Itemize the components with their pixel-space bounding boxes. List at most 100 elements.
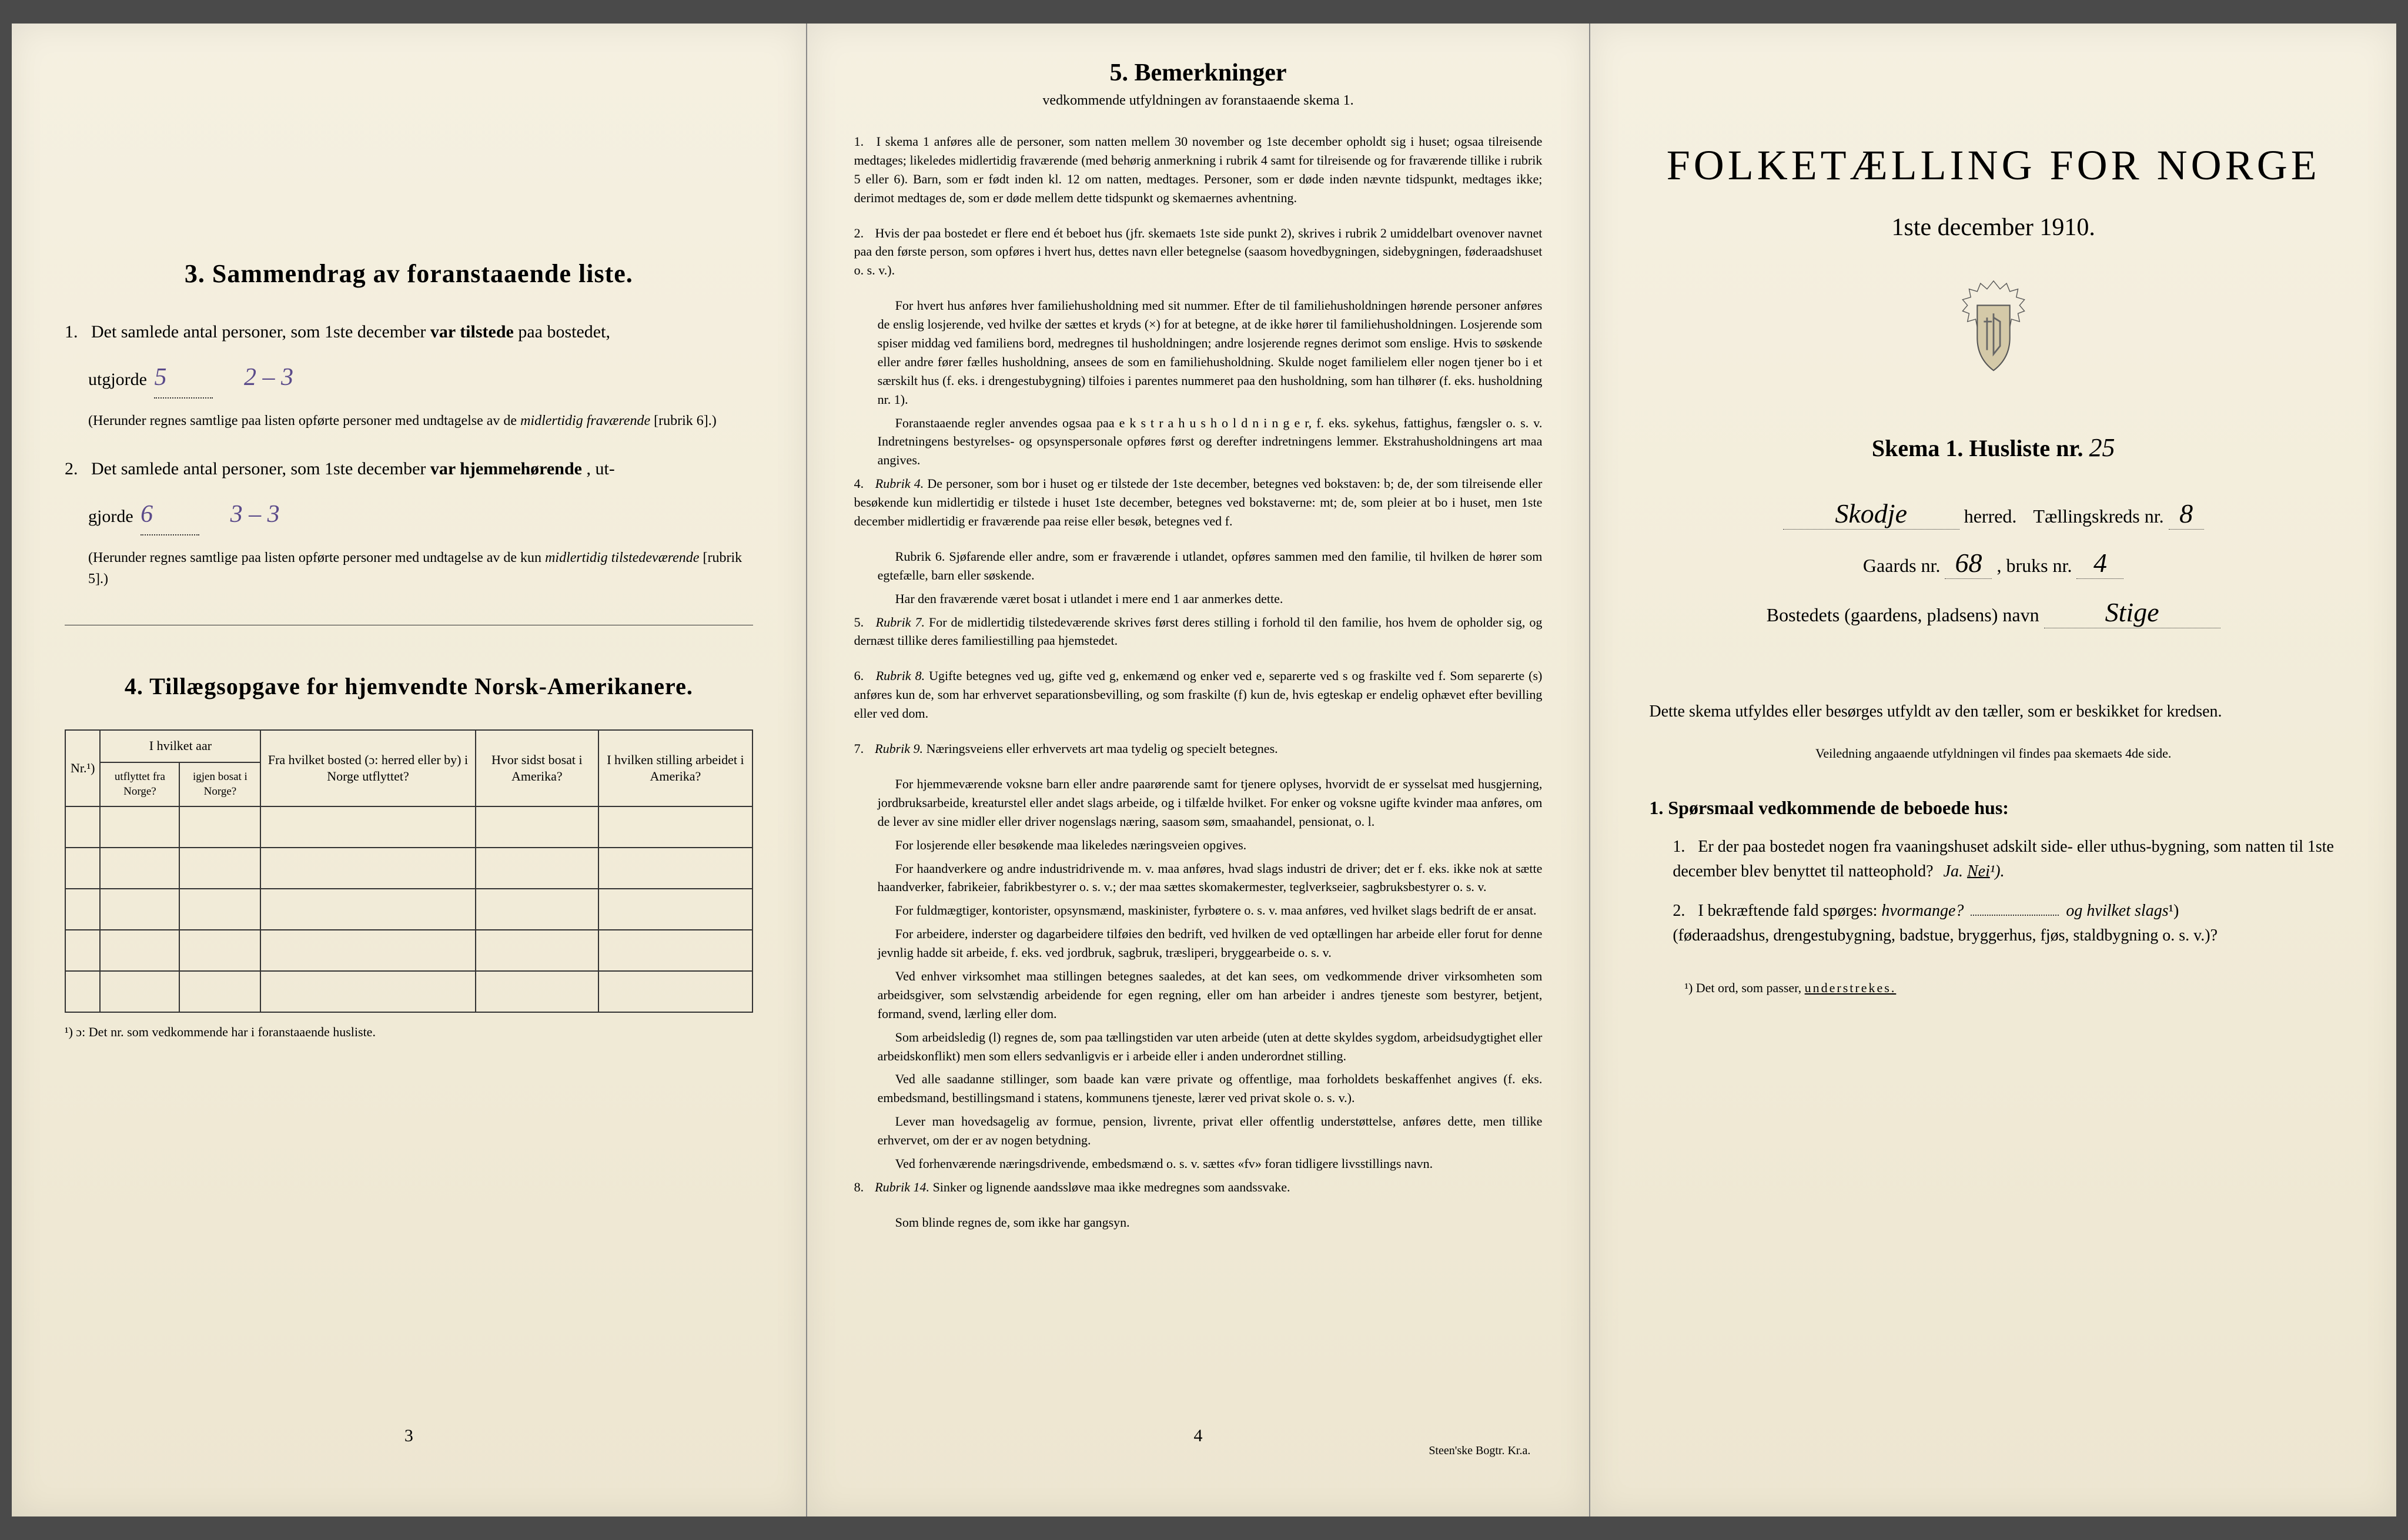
remark-paragraph: Ved alle saadanne stillinger, som baade … bbox=[878, 1070, 1543, 1107]
q1-note-it: midlertidig fraværende bbox=[520, 413, 650, 428]
th-utflyttet: utflyttet fra Norge? bbox=[100, 762, 179, 806]
skema-nr: 25 bbox=[2089, 433, 2115, 462]
remark-item: 5. Rubrik 7. For de midlertidig tilstede… bbox=[854, 613, 1543, 651]
q2-emphasis: var hjemmehørende bbox=[430, 459, 582, 478]
herred-value: Skodje bbox=[1783, 498, 1959, 530]
section-4: 4. Tillægsopgave for hjemvendte Norsk-Am… bbox=[65, 672, 753, 1040]
q2-text: I bekræftende fald spørges: bbox=[1698, 902, 1881, 920]
table-row bbox=[65, 930, 752, 971]
th-stilling: I hvilken stilling arbeidet i Amerika? bbox=[598, 730, 752, 806]
th-nr: Nr.¹) bbox=[65, 730, 100, 806]
remark-paragraph: For hvert hus anføres hver familiehushol… bbox=[878, 296, 1543, 409]
q2-hand2: 3 – 3 bbox=[230, 501, 280, 528]
bruk-nr: 4 bbox=[2076, 547, 2123, 579]
section-4-header: 4. Tillægsopgave for hjemvendte Norsk-Am… bbox=[65, 672, 753, 700]
panel-page-4: 5. Bemerkninger vedkommende utfyldningen… bbox=[807, 24, 1591, 1516]
remark-item: 8. Rubrik 14. Sinker og lignende aandssl… bbox=[854, 1178, 1543, 1197]
q2-note: (Herunder regnes samtlige paa listen opf… bbox=[88, 547, 753, 590]
emigrant-tbody bbox=[65, 806, 752, 1012]
q1-nei: Nei bbox=[1967, 862, 1990, 881]
footnote-u: understrekes. bbox=[1805, 980, 1897, 995]
q1-hand2: 2 – 3 bbox=[244, 364, 293, 391]
remark-item: 4. Rubrik 4. De personer, som bor i huse… bbox=[854, 474, 1543, 531]
q1-sup: ¹). bbox=[1990, 862, 2005, 881]
q2-gjorde: gjorde bbox=[88, 507, 138, 526]
skema-line: Skema 1. Husliste nr. 25 bbox=[1649, 433, 2337, 463]
table-row bbox=[65, 848, 752, 889]
q2-sup: ¹) bbox=[2169, 902, 2179, 920]
bosted-label: Bostedets (gaardens, pladsens) navn bbox=[1767, 604, 2039, 625]
table-row bbox=[65, 806, 752, 848]
remark-item: 2. Hvis der paa bostedet er flere end ét… bbox=[854, 224, 1543, 280]
remark-item: 7. Rubrik 9. Næringsveiens eller erhverv… bbox=[854, 739, 1543, 758]
q1-n: 1. bbox=[1673, 838, 1685, 856]
gaard-nr: 68 bbox=[1945, 547, 1992, 579]
section-5-title: 5. Bemerkninger bbox=[854, 59, 1543, 87]
q1-ja: Ja. bbox=[1944, 862, 1963, 881]
remark-paragraph: Ved enhver virksomhet maa stillingen bet… bbox=[878, 967, 1543, 1023]
remark-paragraph: Som arbeidsledig (l) regnes de, som paa … bbox=[878, 1028, 1543, 1066]
q1-line: 1. Det samlede antal personer, som 1ste … bbox=[65, 318, 753, 346]
remark-paragraph: Foranstaaende regler anvendes ogsaa paa … bbox=[878, 414, 1543, 470]
panel-cover: FOLKETÆLLING FOR NORGE 1ste december 191… bbox=[1590, 24, 2396, 1516]
q1-value: 5 bbox=[154, 358, 213, 399]
instr-sub: Veiledning angaaende utfyldningen vil fi… bbox=[1649, 743, 2337, 764]
title-text: Bemerkninger bbox=[1135, 59, 1287, 86]
remark-item: 6. Rubrik 8. Ugifte betegnes ved ug, gif… bbox=[854, 667, 1543, 723]
q1-line2: utgjorde 5 2 – 3 bbox=[88, 358, 753, 399]
remark-paragraph: For haandverkere og andre industridriven… bbox=[878, 859, 1543, 897]
question-1: 1. Er der paa bostedet nogen fra vaaning… bbox=[1673, 835, 2337, 884]
remarks-list: 1. I skema 1 anføres alle de personer, s… bbox=[854, 132, 1543, 1232]
main-date: 1ste december 1910. bbox=[1649, 213, 2337, 242]
q1-note-end: [rubrik 6].) bbox=[654, 413, 717, 428]
q2-line: 2. Det samlede antal personer, som 1ste … bbox=[65, 455, 753, 483]
printer-note: Steen'ske Bogtr. Kr.a. bbox=[1429, 1444, 1530, 1458]
th-bosted: Fra hvilket bosted (ɔ: herred eller by) … bbox=[260, 730, 475, 806]
q2-note-it: midlertidig tilstedeværende bbox=[545, 550, 699, 565]
remark-paragraph: Ved forhenværende næringsdrivende, embed… bbox=[878, 1154, 1543, 1173]
remark-item: 1. I skema 1 anføres alle de personer, s… bbox=[854, 132, 1543, 207]
instr-main: Dette skema utfyldes eller besørges utfy… bbox=[1649, 699, 2337, 725]
remark-paragraph: For hjemmeværende voksne barn eller andr… bbox=[878, 775, 1543, 831]
question-header: 1. Spørsmaal vedkommende de beboede hus: bbox=[1649, 793, 2337, 823]
page-number-3: 3 bbox=[12, 1426, 806, 1446]
table-row bbox=[65, 971, 752, 1012]
q2-text-b: , ut- bbox=[586, 459, 614, 478]
title-num: 5. bbox=[1110, 59, 1129, 86]
remark-paragraph: Som blinde regnes de, som ikke har gangs… bbox=[878, 1213, 1543, 1232]
th-year: I hvilket aar bbox=[100, 730, 260, 762]
gaard-line: Gaards nr. 68 , bruks nr. 4 bbox=[1649, 547, 2337, 579]
remark-paragraph: Rubrik 6. Sjøfarende eller andre, som er… bbox=[878, 547, 1543, 585]
panel-page-3: 3. Sammendrag av foranstaaende liste. 1.… bbox=[12, 24, 807, 1516]
page-number-4: 4 bbox=[807, 1426, 1590, 1446]
coat-of-arms-icon bbox=[1649, 277, 2337, 386]
q2-it2: og hvilket slags bbox=[2066, 902, 2168, 920]
q2-n: 2. bbox=[1673, 902, 1685, 920]
q2-note-a: (Herunder regnes samtlige paa listen opf… bbox=[88, 550, 545, 565]
q1-num: 1. bbox=[65, 322, 78, 342]
q1-text-b: paa bostedet, bbox=[518, 322, 610, 342]
remark-paragraph: Lever man hovedsagelig av formue, pensio… bbox=[878, 1112, 1543, 1150]
kreds-label: Tællingskreds nr. bbox=[2033, 505, 2163, 527]
herred-line: Skodje herred. Tællingskreds nr. 8 bbox=[1649, 498, 2337, 530]
skema-label: Skema 1. Husliste nr. bbox=[1872, 435, 2083, 461]
table-row bbox=[65, 889, 752, 930]
q2-paren: (føderaadshus, drengestubygning, badstue… bbox=[1673, 926, 2218, 945]
q2-num: 2. bbox=[65, 459, 78, 478]
section-5-subtitle: vedkommende utfyldningen av foranstaaend… bbox=[854, 93, 1543, 109]
q2-text-a: Det samlede antal personer, som 1ste dec… bbox=[91, 459, 430, 478]
remark-paragraph: For losjerende eller besøkende maa likel… bbox=[878, 836, 1543, 855]
herred-label: herred. bbox=[1964, 505, 2017, 527]
q1-text-a: Det samlede antal personer, som 1ste dec… bbox=[91, 322, 430, 342]
bosted-value: Stige bbox=[2044, 597, 2220, 628]
q1-note-a: (Herunder regnes samtlige paa listen opf… bbox=[88, 413, 520, 428]
kreds-nr: 8 bbox=[2169, 498, 2204, 530]
remark-paragraph: For arbeidere, inderster og dagarbeidere… bbox=[878, 925, 1543, 962]
instructions: Dette skema utfyldes eller besørges utfy… bbox=[1649, 699, 2337, 998]
th-igjen: igjen bosat i Norge? bbox=[179, 762, 260, 806]
emigrant-table: Nr.¹) I hvilket aar Fra hvilket bosted (… bbox=[65, 729, 753, 1013]
q1-emphasis: var tilstede bbox=[430, 322, 514, 342]
remark-paragraph: For fuldmægtiger, kontorister, opsynsmæn… bbox=[878, 901, 1543, 920]
footnote-text: ¹) Det ord, som passer, bbox=[1684, 980, 1804, 995]
q2-value: 6 bbox=[141, 495, 199, 535]
